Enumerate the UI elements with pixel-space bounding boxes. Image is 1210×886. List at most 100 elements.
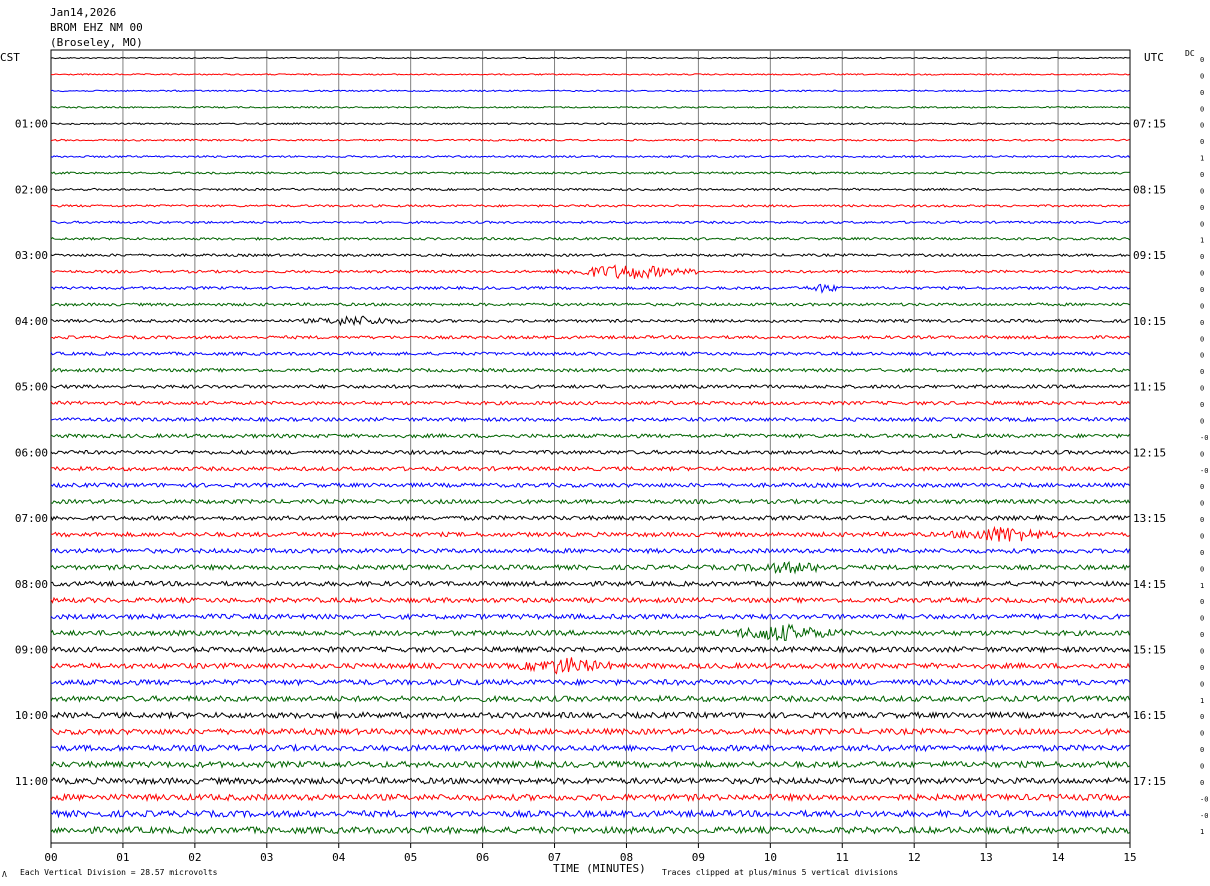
x-tick-label: 04 (332, 851, 346, 864)
trace-line (50, 432, 1130, 439)
trace-line (50, 498, 1130, 505)
dc-offset-value: 0 (1200, 549, 1204, 557)
trace-line (50, 612, 1130, 621)
x-tick-label: 10 (764, 851, 777, 864)
dc-offset-value: 0 (1200, 680, 1204, 688)
trace-line (50, 776, 1130, 786)
x-tick-label: 06 (476, 851, 489, 864)
dc-offset-value: 0 (1200, 500, 1204, 508)
dc-offset-value: 0 (1200, 762, 1204, 770)
dc-offset-value: 0 (1200, 516, 1204, 524)
trace-line (50, 808, 1130, 819)
trace-line (50, 383, 1130, 390)
trace-line (50, 264, 1130, 280)
trace-line (50, 547, 1130, 555)
left-hour-label: 02:00 (15, 183, 48, 196)
right-timezone-label: UTC (1144, 51, 1164, 64)
left-hour-label: 09:00 (15, 643, 48, 656)
trace-line (50, 105, 1130, 109)
dc-offset-value: 0 (1200, 385, 1204, 393)
x-tick-label: 00 (44, 851, 57, 864)
trace-line (50, 203, 1130, 208)
x-tick-label: 01 (116, 851, 129, 864)
dc-offset-value: 0 (1200, 105, 1204, 113)
dc-offset-value: 0 (1200, 615, 1204, 623)
right-hour-label: 09:15 (1133, 249, 1166, 262)
trace-line (50, 367, 1130, 373)
x-tick-label: 12 (908, 851, 921, 864)
dc-label: DC (1185, 49, 1195, 58)
left-hour-label: 05:00 (15, 381, 48, 394)
x-tick-label: 02 (188, 851, 201, 864)
dc-offset-value: -0 (1200, 812, 1208, 820)
trace-line (50, 351, 1130, 357)
dc-offset-value: 0 (1200, 319, 1204, 327)
dc-offset-value: 0 (1200, 335, 1204, 343)
trace-line (50, 694, 1130, 703)
right-hour-label: 14:15 (1133, 578, 1166, 591)
x-tick-label: 13 (980, 851, 993, 864)
trace-line (50, 596, 1130, 605)
dc-offset-value: 0 (1200, 89, 1204, 97)
dc-offset-value: 0 (1200, 483, 1204, 491)
trace-line (50, 560, 1130, 575)
trace-line (50, 623, 1130, 642)
dc-offset-value: 0 (1200, 730, 1204, 738)
right-hour-label: 16:15 (1133, 709, 1166, 722)
station-label: BROM EHZ NM 00 (50, 21, 143, 34)
x-tick-label: 07 (548, 851, 561, 864)
trace-line (50, 89, 1130, 93)
dc-offset-value: 0 (1200, 664, 1204, 672)
plot-frame (50, 49, 1131, 844)
dc-offset-value: 0 (1200, 72, 1204, 80)
corner-mark: Λ (2, 870, 7, 879)
dc-offset-value: 0 (1200, 187, 1204, 195)
trace-line (50, 283, 1130, 294)
dc-offset-value: 0 (1200, 598, 1204, 606)
x-tick-label: 11 (836, 851, 849, 864)
clipping-note: Traces clipped at plus/minus 5 vertical … (662, 868, 899, 877)
right-hour-label: 17:15 (1133, 775, 1166, 788)
dc-offset-value: 0 (1200, 647, 1204, 655)
dc-offset-value: 0 (1200, 286, 1204, 294)
vertical-division-note: Each Vertical Division = 28.57 microvolt… (20, 868, 218, 877)
dc-offset-value: 0 (1200, 122, 1204, 130)
trace-line (50, 416, 1130, 423)
x-tick-label: 03 (260, 851, 273, 864)
trace-line (50, 171, 1130, 175)
left-hour-label: 10:00 (15, 709, 48, 722)
dc-offset-value: 0 (1200, 352, 1204, 360)
dc-offset-value: -0 (1200, 795, 1208, 803)
trace-line (50, 302, 1130, 307)
dc-offset-value: -0 (1200, 467, 1208, 475)
left-hour-label: 04:00 (15, 315, 48, 328)
dc-offset-value: 0 (1200, 270, 1204, 278)
trace-line (50, 514, 1130, 522)
left-hour-label: 01:00 (15, 118, 48, 131)
plot-header: Jan14,2026 BROM EHZ NM 00 (Broseley, MO) (50, 5, 143, 50)
left-hour-label: 11:00 (15, 775, 48, 788)
right-hour-label: 11:15 (1133, 381, 1166, 394)
dc-offset-value: 1 (1200, 697, 1204, 705)
trace-line (51, 678, 1130, 687)
dc-offset-value: 0 (1200, 713, 1204, 721)
trace-line (50, 645, 1130, 654)
trace-line (50, 400, 1130, 406)
trace-line (50, 759, 1130, 770)
dc-offset-value: 0 (1200, 220, 1204, 228)
dc-offset-value: 1 (1200, 582, 1204, 590)
dc-offset-value: 0 (1200, 779, 1204, 787)
trace-line (50, 315, 1130, 327)
left-hour-label: 03:00 (15, 249, 48, 262)
right-hour-label: 12:15 (1133, 446, 1166, 459)
trace-line (50, 657, 1130, 675)
trace-line (50, 187, 1130, 192)
trace-line (50, 525, 1130, 542)
dc-offset-value: 0 (1200, 417, 1204, 425)
x-tick-label: 15 (1123, 851, 1136, 864)
trace-line (50, 236, 1130, 241)
dc-offset-value: 0 (1200, 532, 1204, 540)
right-hour-label: 10:15 (1133, 315, 1166, 328)
trace-line (51, 743, 1130, 753)
